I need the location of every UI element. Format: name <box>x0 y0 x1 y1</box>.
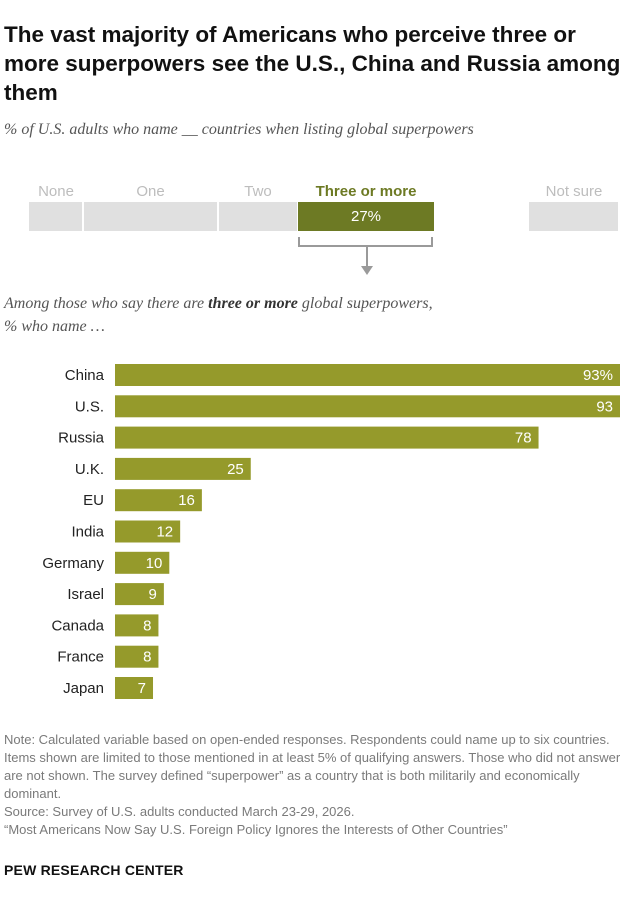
arrow-down-icon <box>361 266 373 275</box>
bar <box>115 489 202 512</box>
lead-line-2: % who name … <box>4 318 105 335</box>
category-bar-two <box>219 202 297 231</box>
category-bar-three-or-more: 27% <box>298 202 434 231</box>
report-title: “Most Americans Now Say U.S. Foreign Pol… <box>4 822 508 837</box>
bar <box>115 583 164 606</box>
value-label: 78 <box>515 430 532 447</box>
value-label: 16 <box>178 492 195 509</box>
brand-logo-text: PEW RESEARCH CENTER <box>4 862 184 878</box>
value-label: 9 <box>149 586 157 603</box>
category-label: Japan <box>63 680 104 697</box>
value-label: 93% <box>583 367 613 384</box>
selection-bracket <box>298 237 433 247</box>
category-label: China <box>65 367 105 384</box>
category-label: Germany <box>42 555 104 572</box>
bar <box>115 426 539 449</box>
category-value-three-or-more: 27% <box>350 208 382 225</box>
lead-part-1: Among those who say there are <box>4 295 209 312</box>
chart-notes: Note: Calculated variable based on open-… <box>4 731 632 839</box>
category-bar-not-sure <box>529 202 618 231</box>
category-label: Israel <box>67 586 104 603</box>
chart-subtitle: % of U.S. adults who name __ countries w… <box>4 121 474 138</box>
category-bar-none <box>29 202 82 231</box>
lead-emphasis: three or more <box>208 295 298 312</box>
bar <box>115 614 159 637</box>
value-label: 12 <box>156 524 173 541</box>
category-label-two: Two <box>244 183 272 200</box>
value-label: 93 <box>596 398 613 415</box>
category-label: U.K. <box>75 461 104 478</box>
bar <box>115 395 620 418</box>
bar <box>115 520 181 543</box>
value-label: 25 <box>227 461 244 478</box>
category-label-one: One <box>136 183 165 200</box>
lead-part-2: global superpowers, <box>297 295 433 312</box>
bar <box>115 645 159 668</box>
source-text: Source: Survey of U.S. adults conducted … <box>4 804 355 819</box>
category-label: EU <box>83 492 104 509</box>
bar <box>115 364 620 386</box>
category-label-not-sure: Not sure <box>545 183 603 200</box>
arrow-stem <box>366 247 368 267</box>
breakdown-lead: Among those who say there are three or m… <box>4 292 634 338</box>
category-label: U.S. <box>75 398 104 415</box>
category-label: Russia <box>58 430 105 447</box>
category-label: India <box>71 524 104 541</box>
bar <box>115 677 154 699</box>
category-label-three-or-more: Three or more <box>315 183 417 200</box>
category-bar-one <box>84 202 217 231</box>
category-label-none: None <box>38 183 74 200</box>
bar <box>115 457 251 480</box>
note-text: Note: Calculated variable based on open-… <box>4 732 621 801</box>
value-label: 10 <box>146 555 163 572</box>
value-label: 8 <box>143 617 151 634</box>
category-label: Canada <box>51 617 104 634</box>
value-label: 8 <box>143 649 151 666</box>
chart-title: The vast majority of Americans who perce… <box>4 22 621 105</box>
bar <box>115 551 170 574</box>
category-label: France <box>57 649 104 666</box>
value-label: 7 <box>138 680 146 697</box>
